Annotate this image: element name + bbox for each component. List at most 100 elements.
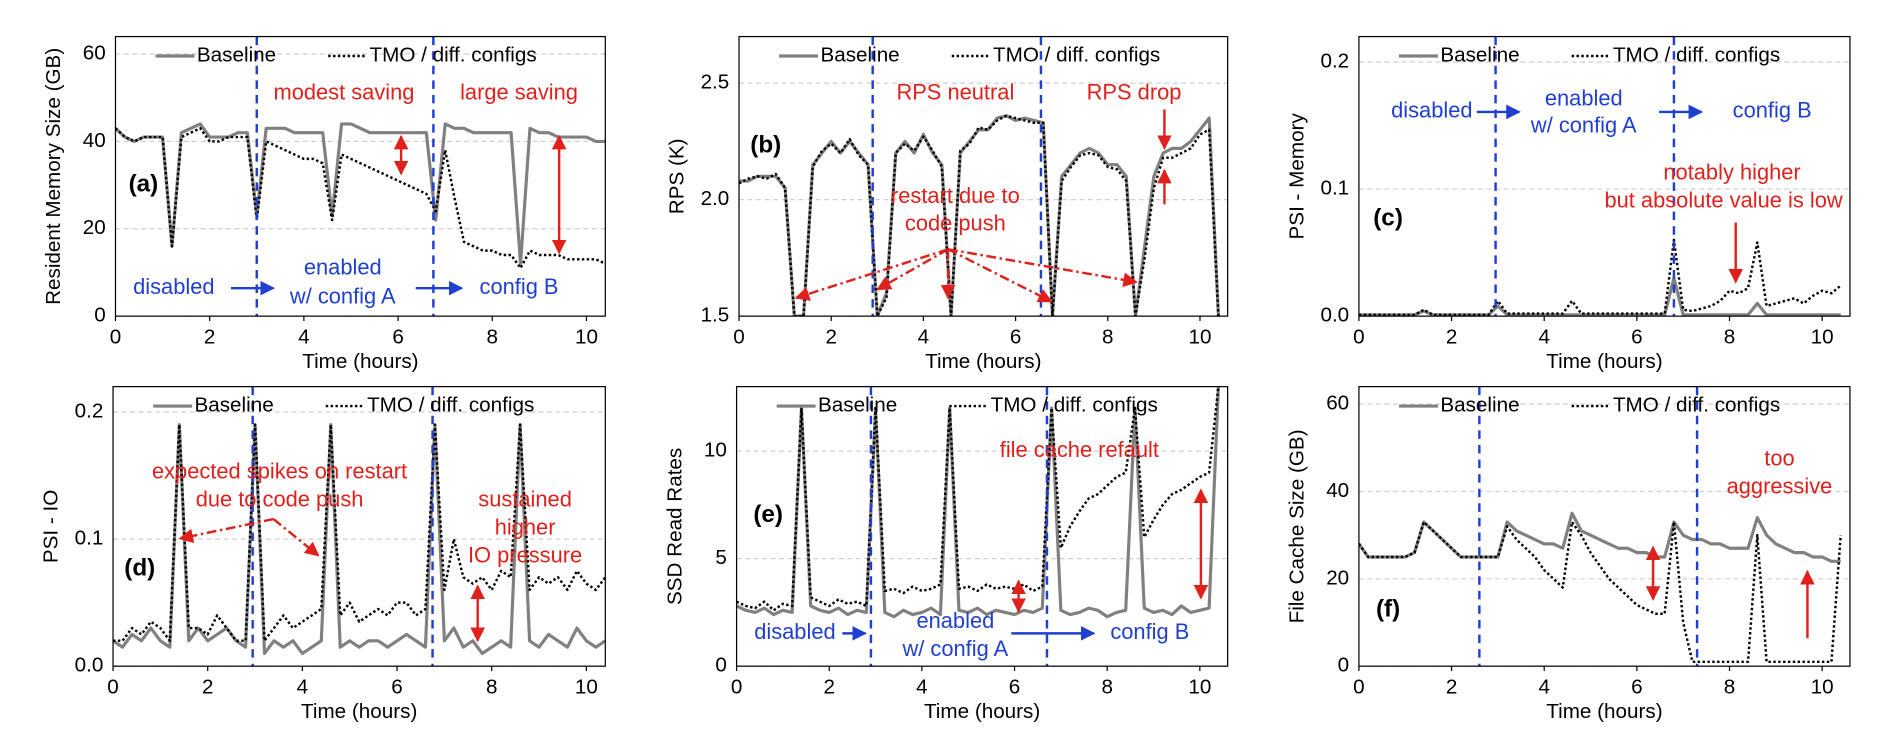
plot-frame	[735, 386, 1229, 667]
panel-label: (c)	[1373, 204, 1403, 231]
panel: 0 5 10 0 2 4 6 8 10 Time (hours) SSD Read Rates Bas…	[663, 386, 1229, 723]
annotation: w/ config A	[289, 284, 396, 309]
y-axis-label: SSD Read Rates	[663, 448, 686, 605]
arrow	[876, 248, 949, 291]
x-tick-label: 10	[1188, 325, 1211, 348]
plot-frame	[114, 35, 606, 317]
series-line	[113, 423, 606, 642]
annotation: enabled	[916, 608, 994, 633]
x-axis-label: Time (hours)	[1546, 350, 1662, 373]
plot-frame	[738, 35, 1229, 317]
x-tick-label: 6	[391, 676, 403, 699]
x-tick-label: 2	[202, 676, 214, 699]
y-axis-label: PSI - IO	[40, 490, 63, 563]
x-tick-label: 4	[1538, 676, 1550, 699]
panel: 0.0 0.1 0.2 0 2 4 6 8 10 Time (hours) PSI - IO Base…	[40, 386, 606, 723]
legend-label: TMO / diff. configs	[1613, 394, 1780, 417]
panel-label: (b)	[750, 131, 781, 158]
annotation: expected spikes on restart	[152, 459, 407, 484]
y-axis-label: RPS (K)	[666, 138, 689, 214]
x-tick-label: 6	[1631, 676, 1643, 699]
x-tick-label: 8	[1724, 325, 1736, 348]
panel: 0.0 0.1 0.2 0 2 4 6 8 10 Time (hours) PSI - Memory…	[1286, 35, 1851, 373]
y-tick-label: 20	[1326, 566, 1349, 589]
plot-frame	[1358, 386, 1851, 667]
x-tick-label: 8	[1101, 676, 1113, 699]
x-tick-label: 6	[1009, 676, 1021, 699]
annotation: RPS neutral	[896, 79, 1014, 104]
y-tick-label: 0.2	[1320, 49, 1349, 72]
x-tick-label: 10	[1811, 676, 1834, 699]
x-tick-label: 4	[916, 676, 928, 699]
y-tick-label: 0.0	[75, 654, 104, 677]
x-tick-label: 2	[204, 325, 216, 348]
legend-label: Baseline	[197, 43, 276, 66]
x-tick-label: 10	[575, 676, 598, 699]
y-axis-label: Resident Memory Size (GB)	[42, 48, 65, 305]
y-tick-label: 40	[1326, 479, 1349, 502]
x-tick-label: 10	[1188, 676, 1211, 699]
plot-frame	[112, 386, 606, 667]
series-line	[1358, 520, 1842, 664]
x-axis-label: Time (hours)	[302, 350, 418, 373]
series-line	[736, 386, 1220, 612]
series-line	[739, 114, 1220, 317]
annotation: due to code push	[196, 487, 364, 512]
x-axis-label: Time (hours)	[301, 700, 417, 723]
x-tick-label: 0	[1353, 325, 1365, 348]
x-tick-label: 4	[297, 676, 309, 699]
x-tick-label: 8	[487, 325, 499, 348]
y-tick-label: 0	[94, 304, 105, 327]
x-tick-label: 2	[823, 676, 834, 699]
panel-label: (d)	[124, 554, 155, 581]
x-tick-label: 4	[298, 325, 310, 348]
y-tick-label: 0.1	[75, 527, 104, 550]
x-tick-label: 6	[392, 325, 403, 348]
annotation: config B	[480, 274, 559, 299]
arrow	[947, 248, 1138, 288]
x-tick-label: 4	[1538, 325, 1550, 348]
x-tick-label: 10	[575, 325, 598, 348]
x-tick-label: 8	[486, 676, 498, 699]
x-tick-label: 6	[1010, 325, 1021, 348]
x-tick-label: 6	[1631, 325, 1643, 348]
y-tick-label: 2.0	[701, 187, 730, 210]
annotation: too	[1764, 445, 1794, 470]
legend-label: TMO / diff. configs	[1613, 43, 1780, 66]
panel: 0 20 40 60 0 2 4 6 8 10 Time (hours) File Cache Siz…	[1286, 386, 1851, 723]
y-tick-label: 60	[83, 41, 106, 64]
annotation: higher	[495, 515, 556, 540]
y-axis-label: PSI - Memory	[1286, 113, 1309, 240]
panel-label: (a)	[129, 170, 159, 197]
x-tick-label: 2	[1446, 676, 1458, 699]
x-tick-label: 0	[1353, 676, 1365, 699]
annotation: aggressive	[1727, 473, 1833, 498]
legend-label: Baseline	[194, 394, 273, 417]
series-line	[1358, 276, 1841, 317]
y-tick-label: 1.5	[701, 304, 730, 327]
y-tick-label: 40	[83, 129, 106, 152]
annotation: modest saving	[274, 79, 415, 104]
legend-label: Baseline	[1440, 394, 1519, 417]
y-tick-label: 0	[715, 654, 727, 677]
x-tick-label: 8	[1102, 325, 1114, 348]
y-tick-label: 0	[1338, 654, 1350, 677]
series-line	[113, 423, 606, 656]
x-tick-label: 10	[1811, 325, 1834, 348]
y-tick-label: 60	[1326, 392, 1349, 415]
annotation: but absolute value is low	[1604, 188, 1842, 213]
annotation: disabled	[133, 274, 214, 299]
x-axis-label: Time (hours)	[925, 350, 1041, 373]
x-tick-label: 0	[731, 676, 743, 699]
y-tick-label: 20	[83, 216, 106, 239]
legend-label: TMO / diff. configs	[991, 394, 1158, 417]
series-line	[1358, 238, 1842, 317]
arrow	[178, 517, 274, 544]
x-tick-label: 0	[110, 325, 122, 348]
annotation: large saving	[460, 79, 578, 104]
annotation: enabled	[1545, 86, 1623, 111]
panel-label: (f)	[1376, 596, 1400, 623]
legend-label: Baseline	[1440, 43, 1519, 66]
x-axis-label: Time (hours)	[1546, 700, 1662, 723]
